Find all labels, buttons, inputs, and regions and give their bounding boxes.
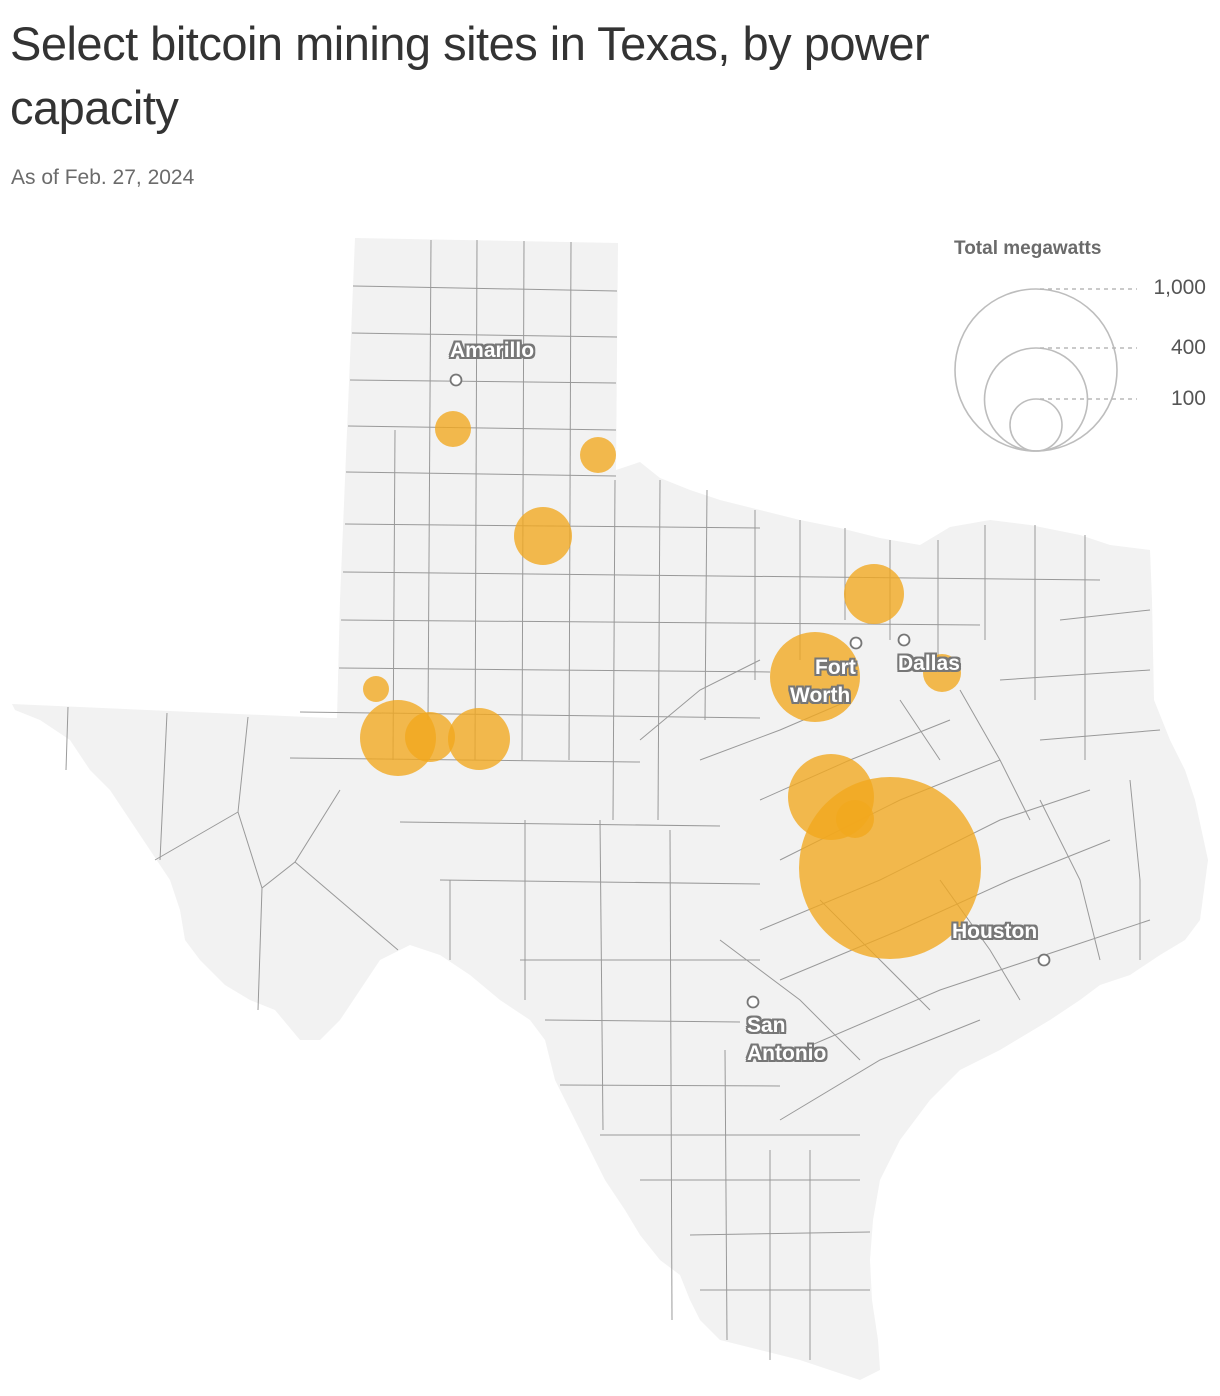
chart-subtitle: As of Feb. 27, 2024 [11, 166, 195, 189]
site-bubbles [360, 411, 981, 959]
city-dot-houston [1037, 953, 1051, 967]
city-label-san-antonio-2: Antonio [747, 1042, 827, 1065]
legend-circle-100 [1009, 398, 1063, 452]
legend-label-1000: 1,000 [1153, 276, 1206, 299]
size-legend [954, 288, 1137, 452]
city-label-amarillo: Amarillo [450, 339, 535, 362]
city-label-houston: Houston [952, 920, 1038, 943]
legend-circle-1000 [954, 288, 1118, 452]
site-bubble[interactable] [405, 712, 455, 762]
site-bubble[interactable] [836, 800, 874, 838]
site-bubble[interactable] [844, 564, 904, 624]
site-bubble[interactable] [923, 654, 961, 692]
legend-label-100: 100 [1170, 387, 1206, 410]
legend-label-400: 400 [1170, 336, 1206, 359]
city-label-fort-worth-1: Fort [815, 656, 856, 679]
site-bubble[interactable] [580, 437, 616, 473]
city-dot-dallas [897, 633, 911, 647]
city-label-fort-worth-2: Worth [790, 684, 851, 707]
texas-outline [12, 238, 1208, 1380]
city-label-dallas: Dallas [898, 652, 960, 675]
city-dot-fort-worth [849, 636, 863, 650]
city-markers [449, 373, 1051, 1009]
city-label-san-antonio-1: San [747, 1014, 786, 1037]
city-dot-amarillo [449, 373, 463, 387]
site-bubble[interactable] [770, 632, 860, 722]
legend-title: Total megawatts [954, 238, 1102, 259]
site-bubble[interactable] [514, 507, 572, 565]
chart-title: Select bitcoin mining sites in Texas, by… [10, 17, 930, 134]
site-bubble[interactable] [435, 411, 471, 447]
city-dot-san-antonio [746, 995, 760, 1009]
site-bubble[interactable] [363, 676, 389, 702]
site-bubble[interactable] [448, 708, 510, 770]
